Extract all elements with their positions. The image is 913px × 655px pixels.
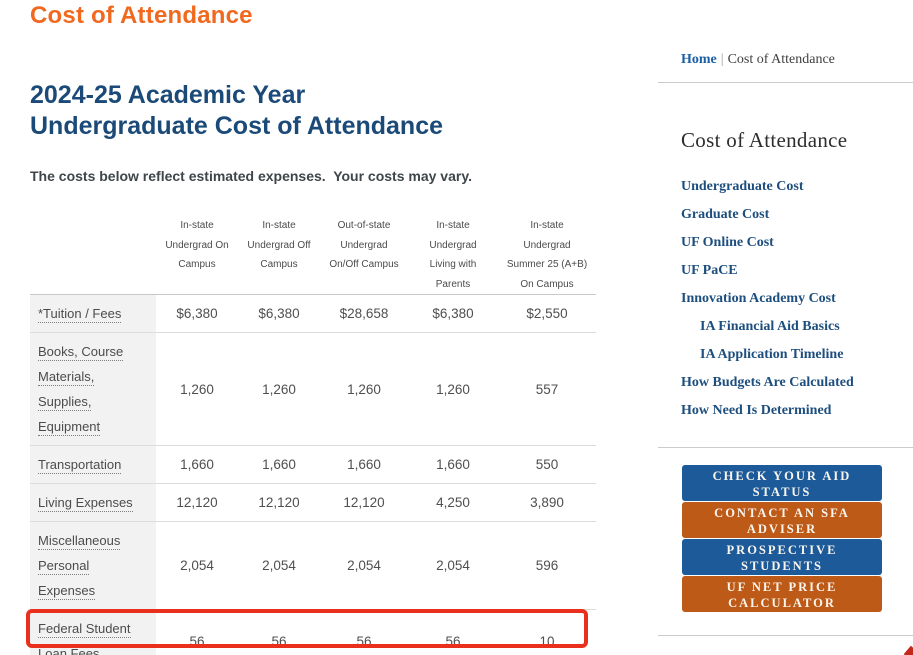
breadcrumb: Home | Cost of Attendance (681, 52, 835, 68)
cost-value: 56 (356, 633, 372, 649)
table-row-living-expenses: Living Expenses 12,120 12,120 12,120 4,250 3,… (30, 483, 596, 522)
cost-value: 12,120 (176, 495, 218, 510)
sidebar-link-ia-application-timeline[interactable]: IA Application Timeline (700, 347, 844, 362)
cost-value: 12,120 (343, 495, 385, 510)
table-corner-cell (30, 205, 156, 295)
cost-value: 1,660 (347, 457, 381, 472)
column-header-in-state-undergrad-summer-25-a-b-on-campus: In-state Undergrad Summer 25 (A+B) On Campu… (498, 205, 596, 295)
breadcrumb-home-link[interactable]: Home (681, 52, 717, 67)
cost-value: 2,054 (436, 558, 470, 573)
table-row-tuition-fees: *Tuition / Fees $6,380 $6,380 $28,658 $6,380… (30, 294, 596, 333)
row-label[interactable]: *Tuition / Fees (30, 294, 156, 333)
sidebar-nav: Undergraduate Cost Graduate Cost UF Online… (681, 179, 901, 431)
table-row-federal-student-loan-fees: Federal Student Loan Fees 56 56 56 56 10 (30, 609, 596, 655)
row-label[interactable]: Miscellaneous Personal Expenses (30, 521, 156, 610)
table-row-books-course-materials-supplies-equipment: Books, Course Materials, Supplies, Equipme… (30, 332, 596, 446)
cost-value: 4,250 (436, 495, 470, 510)
cost-value: 550 (535, 457, 559, 472)
row-label[interactable]: Living Expenses (30, 483, 156, 522)
header-row: In-state Undergrad On Campus In-state Underg… (30, 205, 596, 295)
cost-value: 1,260 (262, 381, 296, 397)
main-heading-line1: 2024-25 Academic Year (30, 81, 306, 109)
cost-value: $6,380 (432, 306, 474, 321)
sidebar-link-uf-pace[interactable]: UF PaCE (681, 263, 738, 278)
cost-value: 557 (535, 381, 559, 397)
cost-value: $6,380 (176, 306, 218, 321)
button-prospective-students[interactable]: PROSPECTIVE STUDENTS (682, 539, 882, 575)
cost-table: In-state Undergrad On Campus In-state Underg… (30, 205, 596, 655)
column-header-in-state-undergrad-living-with-parents: In-state Undergrad Living with Parents (408, 205, 498, 295)
sidebar-link-graduate-cost[interactable]: Graduate Cost (681, 207, 770, 222)
cost-value: 1,260 (347, 381, 381, 397)
cost-table-body: *Tuition / Fees $6,380 $6,380 $28,658 $6,380… (30, 294, 596, 655)
sidebar-link-uf-online-cost[interactable]: UF Online Cost (681, 235, 774, 250)
cost-value: 2,054 (262, 558, 296, 573)
cost-value: 12,120 (258, 495, 300, 510)
sidebar-buttons: CHECK YOUR AID STATUS CONTACT AN SFA ADVI… (682, 465, 882, 613)
cost-value: 2,054 (180, 558, 214, 573)
cost-value: 56 (445, 633, 461, 649)
button-check-your-aid-status[interactable]: CHECK YOUR AID STATUS (682, 465, 882, 501)
column-header-out-of-state-undergrad-on-off-campus: Out-of-state Undergrad On/Off Campus (320, 205, 408, 295)
corner-annotation-mark (903, 645, 913, 655)
main-heading-line2: Undergraduate Cost of Attendance (30, 112, 444, 140)
cost-value: $6,380 (258, 306, 300, 321)
row-label[interactable]: Federal Student Loan Fees (30, 609, 156, 655)
cost-value: $2,550 (526, 306, 568, 321)
sidebar-divider (658, 447, 913, 448)
sidebar-link-how-need-is-determined[interactable]: How Need Is Determined (681, 403, 832, 418)
column-header-in-state-undergrad-off-campus: In-state Undergrad Off Campus (238, 205, 320, 295)
sidebar-link-innovation-academy-cost[interactable]: Innovation Academy Cost (681, 291, 836, 306)
sidebar-divider (658, 82, 913, 83)
sidebar-divider (658, 635, 913, 636)
cost-value: 1,660 (180, 457, 214, 472)
breadcrumb-separator: | (720, 52, 724, 67)
cost-value: 2,054 (347, 558, 381, 573)
column-header-in-state-undergrad-on-campus: In-state Undergrad On Campus (156, 205, 238, 295)
sidebar-link-undergraduate-cost[interactable]: Undergraduate Cost (681, 179, 804, 194)
cost-table-head: In-state Undergrad On Campus In-state Underg… (30, 205, 596, 295)
costs-note: The costs below reflect estimated expens… (30, 168, 472, 184)
cost-value: 1,260 (436, 381, 470, 397)
cost-value: 56 (271, 633, 287, 649)
table-row-transportation: Transportation 1,660 1,660 1,660 1,660 550 (30, 445, 596, 484)
button-uf-net-price-calculator[interactable]: UF NET PRICE CALCULATOR (682, 576, 882, 612)
sidebar-heading: Cost of Attendance (681, 128, 848, 152)
row-label[interactable]: Transportation (30, 445, 156, 484)
table-row-miscellaneous-personal-expenses: Miscellaneous Personal Expenses 2,054 2,054… (30, 521, 596, 610)
cost-value: 56 (189, 633, 205, 649)
page-title: Cost of Attendance (30, 2, 253, 29)
cost-value: 10 (539, 633, 555, 649)
cost-value: 1,660 (436, 457, 470, 472)
button-contact-an-sfa-adviser[interactable]: CONTACT AN SFA ADVISER (682, 502, 882, 538)
main-heading: 2024-25 Academic Year Undergraduate Cost… (30, 80, 443, 142)
breadcrumb-current: Cost of Attendance (727, 52, 835, 67)
sidebar-link-how-budgets-are-calculated[interactable]: How Budgets Are Calculated (681, 375, 854, 390)
cost-value: $28,658 (339, 306, 389, 321)
cost-value: 1,260 (180, 381, 214, 397)
sidebar-link-ia-financial-aid-basics[interactable]: IA Financial Aid Basics (700, 319, 840, 334)
cost-value: 596 (535, 558, 559, 573)
cost-value: 1,660 (262, 457, 296, 472)
row-label[interactable]: Books, Course Materials, Supplies, Equipme… (30, 332, 156, 446)
cost-value: 3,890 (530, 495, 564, 510)
